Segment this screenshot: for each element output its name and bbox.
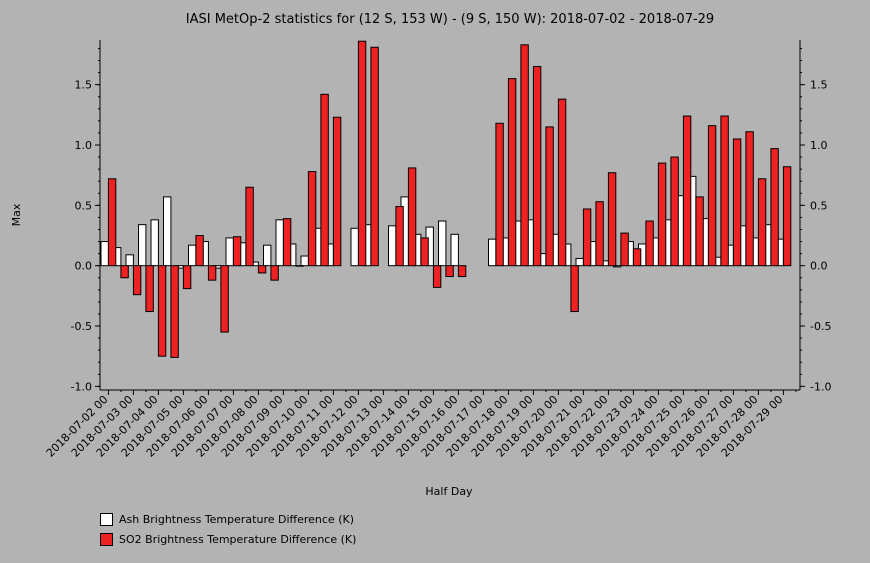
so2-bar (545, 126, 554, 267)
so2-bar (532, 66, 542, 267)
so2-bar (145, 265, 154, 313)
y-tick-label-right: -0.5 (810, 320, 831, 333)
so2-bar (207, 265, 217, 281)
so2-bar (607, 172, 617, 267)
ash-bar (388, 225, 397, 267)
ash-bar (438, 220, 447, 267)
so2-bar (732, 138, 742, 267)
so2-bar (432, 265, 442, 288)
legend-label-so2: SO2 Brightness Temperature Difference (K… (119, 533, 357, 546)
so2-bar (657, 162, 667, 267)
so2-bar (245, 186, 254, 267)
so2-bar (745, 131, 754, 267)
ash-bar (225, 237, 234, 267)
ash-bar (100, 241, 109, 267)
so2-bar (320, 93, 329, 267)
so2-bar (770, 148, 779, 267)
y-tick-label-left: 1.5 (75, 79, 93, 92)
so2-bar (557, 98, 567, 267)
so2-bar (757, 178, 767, 267)
y-tick-label-left: 0.0 (75, 260, 93, 273)
legend-item-so2: SO2 Brightness Temperature Difference (K… (100, 533, 356, 546)
chart-title: IASI MetOp-2 statistics for (12 S, 153 W… (186, 12, 714, 27)
so2-bar (182, 265, 192, 290)
so2-bar (670, 156, 679, 267)
legend-swatch-ash (100, 513, 113, 526)
ash-bar (188, 244, 197, 267)
so2-bar (395, 206, 404, 267)
so2-bar (420, 237, 429, 267)
so2-bar (445, 265, 454, 278)
ash-bar (613, 265, 622, 268)
y-tick-label-right: 1.5 (810, 79, 828, 92)
y-tick-label-left: -0.5 (71, 320, 92, 333)
so2-bar (495, 122, 504, 267)
ash-bar (150, 219, 159, 267)
x-axis-label: Half Day (425, 485, 473, 498)
legend-label-ash: Ash Brightness Temperature Difference (K… (119, 513, 354, 526)
ash-bar (575, 257, 584, 267)
so2-bar (157, 265, 167, 357)
ash-bar (125, 254, 134, 267)
so2-bar (620, 232, 629, 267)
y-tick-label-left: -1.0 (71, 380, 92, 393)
so2-bar (520, 44, 529, 267)
so2-bar (332, 116, 342, 267)
y-tick-label-right: 0.0 (810, 260, 828, 273)
so2-bar (195, 235, 204, 267)
so2-bar (257, 265, 267, 274)
so2-bar (707, 125, 717, 267)
so2-bar (595, 201, 604, 267)
ash-bar (263, 244, 272, 267)
so2-bar (682, 115, 692, 267)
so2-bar (270, 265, 279, 281)
y-tick-label-right: 0.5 (810, 199, 828, 212)
so2-bar (307, 171, 317, 267)
so2-bar (582, 208, 592, 267)
so2-bar (570, 265, 579, 313)
so2-bar (720, 115, 729, 267)
so2-bar (107, 178, 117, 267)
so2-bar (782, 166, 792, 267)
ash-bar (163, 196, 172, 267)
ash-bar (488, 238, 497, 267)
so2-bar (120, 265, 129, 279)
so2-bar (695, 196, 704, 267)
y-axis-label: Max (10, 203, 23, 226)
so2-bar (170, 265, 179, 358)
y-tick-label-right: 1.0 (810, 139, 828, 152)
ash-bar (275, 219, 284, 267)
legend-item-ash: Ash Brightness Temperature Difference (K… (100, 513, 354, 526)
y-tick-label-right: -1.0 (810, 380, 831, 393)
ash-bar (350, 227, 359, 267)
legend-swatch-so2 (100, 533, 113, 546)
so2-bar (370, 46, 379, 267)
y-tick-label-left: 1.0 (75, 139, 93, 152)
so2-bar (232, 236, 242, 267)
so2-bar (645, 220, 654, 267)
axes-layer: -1.0 -1.0 -0.5 -0.5 0.0 0.0 0.5 0.5 1.0 1.0 1.5 1.5… (44, 40, 831, 460)
so2-bar (357, 40, 367, 267)
so2-bar (507, 78, 517, 267)
so2-bar (632, 248, 642, 267)
ash-bar (450, 233, 459, 267)
so2-bar (407, 167, 417, 267)
so2-bar (295, 265, 304, 267)
so2-bar (457, 265, 467, 278)
ash-bar (300, 255, 309, 267)
bars-layer (100, 40, 792, 358)
so2-bar (220, 265, 229, 333)
so2-bar (282, 218, 292, 267)
ash-bar (138, 224, 147, 267)
y-tick-label-left: 0.5 (75, 199, 93, 212)
so2-bar (132, 265, 142, 296)
